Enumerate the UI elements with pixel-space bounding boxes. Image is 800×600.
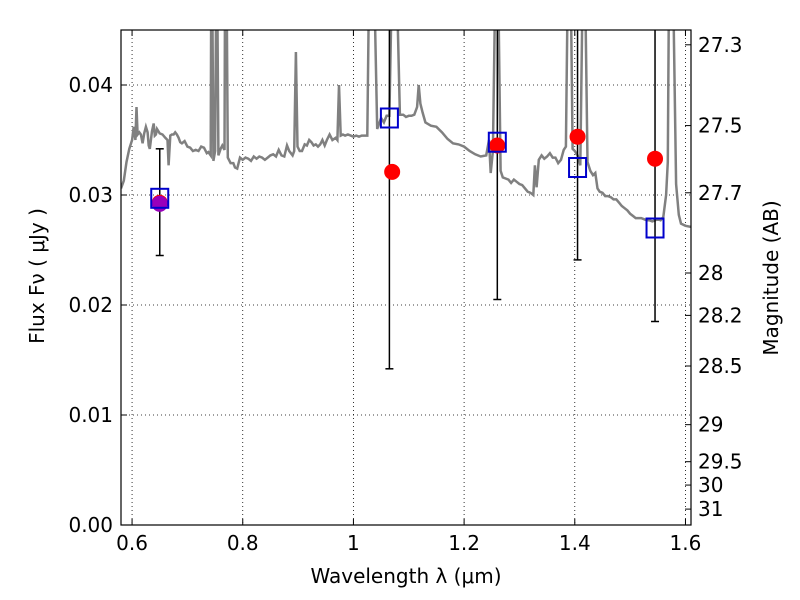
magnitude-tick-label: 28 (698, 261, 723, 285)
x-tick-label: 1.6 (670, 531, 702, 555)
magnitude-tick-label: 29.5 (698, 450, 743, 474)
model-photometry-point (384, 163, 401, 180)
magnitude-tick-label: 28.2 (698, 303, 743, 327)
y-tick-label: 0.04 (68, 73, 113, 97)
x-tick-label: 1 (347, 531, 360, 555)
observed-photometry-square (379, 107, 399, 129)
magnitude-tick-label: 29 (698, 413, 723, 437)
observed-photometry-square (150, 187, 170, 209)
x-tick-label: 0.8 (227, 531, 259, 555)
magnitude-tick-label: 31 (698, 497, 723, 521)
model-photometry-point (569, 128, 586, 145)
overlap-point (151, 195, 168, 212)
x-tick-label: 1.4 (559, 531, 591, 555)
y-tick-label: 0.02 (68, 293, 113, 317)
model-photometry-point (647, 150, 664, 167)
magnitude-tick-label: 27.7 (698, 181, 743, 205)
plot-frame (120, 29, 692, 526)
plot-area (121, 30, 691, 370)
overlap-points (151, 195, 168, 212)
model-photometry-point (489, 137, 506, 154)
observed-photometry-square (487, 131, 507, 153)
y-axis-label: Flux Fν ( μJy ) (25, 208, 49, 344)
x-tick-label: 1.2 (448, 531, 480, 555)
model-spectrum-line (121, 30, 691, 229)
x-tick-label: 0.6 (116, 531, 148, 555)
y-tick-label: 0.00 (68, 513, 113, 537)
observed-photometry-points (150, 107, 665, 239)
magnitude-tick-label: 30 (698, 473, 723, 497)
x-axis-label: Wavelength λ (μm) (310, 564, 501, 588)
x-axis-ticks: 0.6 0.8 1 1.2 1.4 1.6 (116, 30, 701, 555)
magnitude-tick-label: 27.3 (698, 33, 743, 57)
magnitude-tick-label: 28.5 (698, 354, 743, 378)
observed-photometry-square (645, 217, 665, 239)
y-axis-ticks: 0.00 0.01 0.02 0.03 0.04 (68, 73, 127, 537)
y-tick-label: 0.03 (68, 183, 113, 207)
magnitude-axis-label: Magnitude (AB) (759, 200, 783, 355)
magnitude-tick-label: 27.5 (698, 114, 743, 138)
y-tick-label: 0.01 (68, 403, 113, 427)
observed-photometry-square (568, 157, 588, 178)
